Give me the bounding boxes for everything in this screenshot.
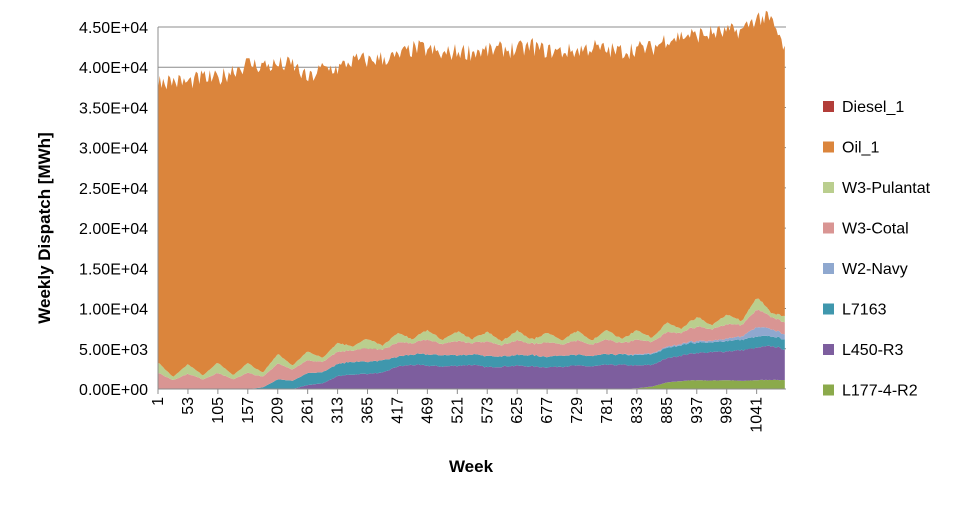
x-tick-label: 781 (599, 397, 616, 424)
x-tick-label: 1 (150, 397, 167, 406)
legend-item-l177-4-r2: L177-4-R2 (823, 383, 918, 400)
series-area-l450-r3 (158, 345, 785, 389)
x-tick-label: 989 (719, 397, 736, 424)
legend-item-w2-navy: W2-Navy (823, 261, 908, 278)
series-area-l7163 (158, 335, 785, 389)
legend-label: Diesel_1 (842, 99, 904, 116)
legend-label: L177-4-R2 (842, 383, 918, 400)
legend-label: W3-Cotal (842, 221, 909, 238)
legend-item-oil-1: Oil_1 (823, 140, 879, 157)
x-tick-label: 261 (300, 397, 317, 424)
legend-swatch (823, 222, 834, 234)
legend-swatch (823, 384, 834, 396)
x-tick-label: 833 (629, 397, 646, 424)
series-areas (158, 10, 785, 389)
y-tick-label: 1.50E+04 (79, 261, 148, 278)
x-tick-label: 573 (479, 397, 496, 424)
x-tick-label: 157 (240, 397, 257, 424)
y-tick-label: 5.00E+03 (79, 342, 148, 359)
x-tick-label: 521 (449, 397, 466, 424)
y-tick-label: 3.00E+04 (79, 141, 148, 158)
legend-swatch (823, 182, 834, 193)
x-tick-label: 365 (360, 397, 377, 424)
x-tick-label: 209 (270, 397, 287, 424)
y-tick-labels: 0.00E+00 5.00E+03 1.00E+04 1.50E+04 2.00E+04… (79, 20, 148, 399)
series-area-l177-4-r2 (158, 379, 785, 389)
x-tick-label: 677 (539, 397, 556, 424)
x-tick-label: 53 (180, 397, 197, 415)
series-area-oil-1 (158, 10, 785, 377)
x-tick-label: 937 (689, 397, 706, 424)
legend-swatch (823, 141, 834, 153)
x-axis-title: Week (449, 457, 494, 476)
x-tick-label: 885 (659, 397, 676, 424)
y-axis-title: Weekly Dispatch [MWh] (35, 132, 54, 323)
y-tick-label: 2.50E+04 (79, 181, 148, 198)
legend-item-l450-r3: L450-R3 (823, 342, 903, 359)
y-tick-label: 0.00E+00 (79, 382, 148, 399)
legend-item-diesel-1: Diesel_1 (823, 99, 904, 116)
x-tick-label: 625 (509, 397, 526, 424)
legend-item-w3-cotal: W3-Cotal (823, 221, 909, 238)
axes (157, 27, 786, 390)
x-tick-labels: 1 53 105 157 209 261 313 365 417 469 521 573 625 677 7… (150, 389, 766, 433)
legend-label: W2-Navy (842, 261, 908, 278)
legend-label: L7163 (842, 302, 887, 319)
legend-item-l7163: L7163 (823, 302, 887, 319)
legend-item-w3-pulantat: W3-Pulantat (823, 180, 931, 197)
series-area-w3-cotal (158, 309, 785, 389)
legend-label: W3-Pulantat (842, 180, 931, 197)
y-tick-label: 2.00E+04 (79, 221, 148, 238)
x-tick-label: 1041 (749, 397, 766, 433)
x-tick-label: 469 (419, 397, 436, 424)
legend-swatch (823, 101, 834, 112)
legend-swatch (823, 344, 834, 355)
legend-label: Oil_1 (842, 140, 879, 157)
x-tick-label: 729 (569, 397, 586, 424)
legend-swatch (823, 263, 834, 274)
y-tick-label: 4.50E+04 (79, 20, 148, 37)
legend-swatch (823, 303, 834, 315)
legend-label: L450-R3 (842, 342, 903, 359)
legend: Diesel_1 Oil_1 W3-Pulantat W3-Cotal W2-Navy L… (823, 99, 931, 400)
series-area-w3-pulantat (158, 298, 785, 380)
y-tick-label: 1.00E+04 (79, 302, 148, 319)
y-tick-label: 4.00E+04 (79, 60, 148, 77)
x-tick-label: 417 (390, 397, 407, 424)
x-tick-label: 313 (330, 397, 347, 424)
y-tick-label: 3.50E+04 (79, 100, 148, 117)
x-tick-label: 105 (210, 397, 227, 424)
